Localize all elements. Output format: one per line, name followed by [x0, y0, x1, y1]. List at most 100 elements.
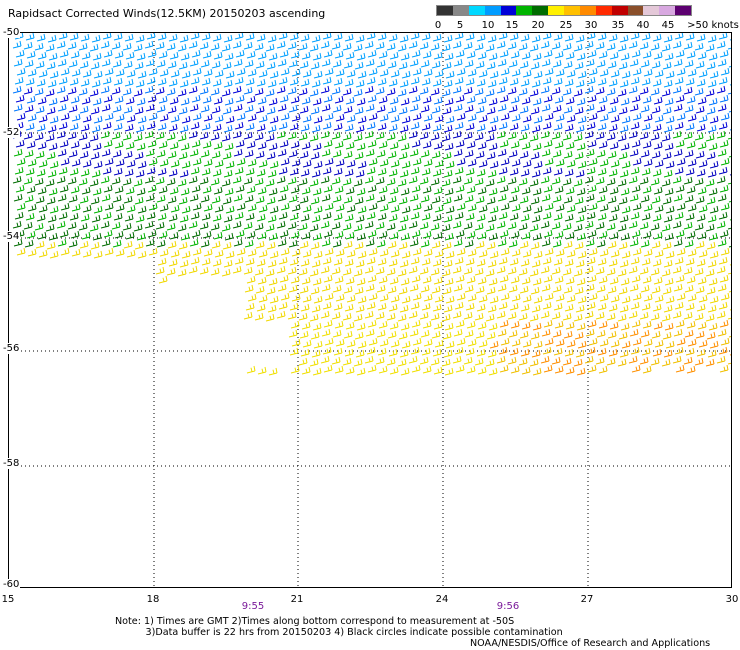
wind-barb: [577, 295, 587, 304]
wind-barb: [244, 284, 254, 293]
wind-barb: [210, 42, 220, 51]
wind-barb: [299, 330, 309, 339]
wind-barb: [441, 43, 451, 52]
wind-barb: [607, 240, 617, 249]
wind-barb: [157, 122, 167, 131]
wind-barb: [309, 313, 319, 322]
wind-barb: [201, 212, 211, 221]
wind-barb: [280, 202, 290, 211]
wind-barb: [147, 49, 157, 58]
wind-barb: [79, 60, 89, 69]
wind-barb: [78, 132, 88, 141]
wind-barb: [422, 140, 432, 149]
wind-barb: [672, 265, 682, 274]
wind-barb: [353, 178, 363, 187]
wind-barb: [377, 257, 387, 266]
wind-barb: [156, 59, 166, 68]
wind-barb: [234, 121, 244, 130]
wind-barb: [455, 364, 465, 373]
wind-barb: [718, 346, 728, 355]
wind-barb: [313, 70, 323, 79]
wind-barb: [48, 187, 58, 196]
wind-barb: [497, 283, 507, 292]
wind-barb: [390, 159, 400, 168]
wind-barb: [521, 51, 531, 60]
wind-barb: [443, 79, 453, 88]
wind-barb: [331, 86, 341, 95]
wind-barb: [684, 329, 694, 338]
wind-barb: [694, 87, 704, 96]
wind-barb: [367, 364, 377, 373]
wind-barb: [91, 34, 101, 43]
wind-barb: [200, 239, 210, 248]
wind-barb: [706, 241, 716, 250]
wind-barb: [91, 124, 101, 133]
wind-barb: [343, 240, 353, 249]
wind-barb: [706, 331, 716, 340]
wind-barb: [716, 310, 726, 319]
wind-barb: [511, 113, 521, 122]
wind-barb: [441, 358, 451, 367]
wind-barb: [420, 284, 430, 293]
wind-barb: [367, 49, 377, 58]
wind-barb: [431, 150, 441, 159]
wind-barb: [562, 312, 572, 321]
wind-barb: [389, 321, 399, 330]
wind-barb: [60, 112, 70, 121]
wind-barb: [728, 245, 731, 248]
wind-barb: [287, 311, 297, 320]
wind-barb: [676, 337, 686, 346]
wind-barb: [496, 220, 506, 229]
wind-barb: [632, 292, 642, 301]
wind-barb: [698, 339, 708, 348]
wind-barb: [431, 195, 441, 204]
wind-barb: [192, 157, 202, 166]
wind-barb: [522, 114, 532, 123]
wind-barb: [389, 51, 399, 60]
wind-barb: [686, 230, 696, 239]
wind-barb: [486, 331, 496, 340]
wind-barb: [587, 184, 597, 193]
wind-barb: [191, 229, 201, 238]
wind-barb: [277, 238, 287, 247]
wind-barb: [344, 303, 354, 312]
wind-barb: [68, 149, 78, 158]
wind-barb: [145, 238, 155, 247]
wind-barb: [606, 222, 616, 231]
wind-barb: [632, 337, 642, 346]
wind-barb: [727, 272, 731, 275]
wind-barb: [92, 142, 102, 151]
wind-barb: [463, 86, 473, 95]
wind-barb: [554, 185, 564, 194]
wind-barb: [423, 68, 433, 77]
wind-barb: [489, 70, 499, 79]
wind-barb: [289, 77, 299, 86]
wind-barb: [298, 87, 308, 96]
wind-barb: [146, 76, 156, 85]
map-title: Rapidsact Corrected Winds(12.5KM) 201502…: [8, 7, 326, 20]
wind-barb: [555, 113, 565, 122]
wind-barb: [126, 159, 136, 168]
wind-barb: [697, 96, 707, 105]
wind-barb: [157, 33, 167, 41]
wind-barb: [454, 346, 464, 355]
wind-barb: [38, 249, 48, 258]
wind-barb: [685, 347, 695, 356]
wind-barb: [302, 159, 312, 168]
wind-barb: [244, 59, 254, 68]
wind-barb: [661, 223, 671, 232]
wind-barb: [93, 205, 103, 214]
wind-barb: [619, 349, 629, 358]
wind-barb: [375, 266, 385, 275]
wind-barb: [488, 367, 498, 376]
wind-barb: [367, 274, 377, 283]
wind-barb: [729, 129, 731, 131]
wind-barb: [529, 43, 539, 52]
wind-barb: [694, 312, 704, 321]
wind-barb: [375, 41, 385, 50]
wind-barb: [565, 321, 575, 330]
wind-barb: [397, 88, 407, 97]
wind-barb: [617, 268, 627, 277]
wind-barb: [236, 67, 246, 76]
wind-barb: [411, 364, 421, 373]
